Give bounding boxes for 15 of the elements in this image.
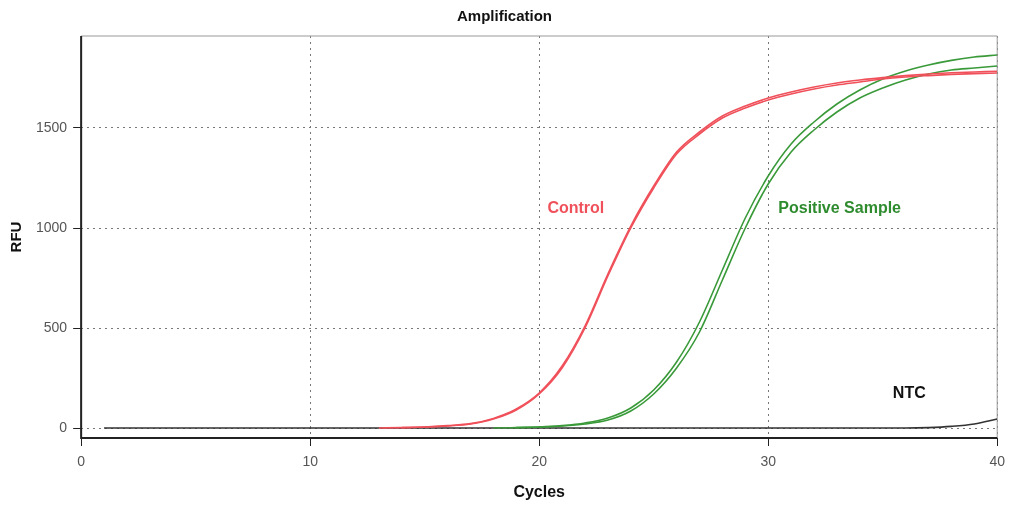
- chart-title: Amplification: [456, 7, 553, 25]
- x-tick-label: 40: [989, 453, 1006, 470]
- annotation: NTC: [892, 384, 927, 402]
- annotation: Positive Sample: [778, 199, 902, 217]
- x-tick-label: 10: [302, 453, 319, 470]
- x-axis-title: Cycles: [513, 482, 566, 500]
- annotation: Control: [547, 199, 605, 217]
- y-tick-label: 0: [59, 418, 68, 435]
- y-axis-title: RFU: [7, 221, 25, 253]
- y-tick-label: 1000: [35, 218, 68, 235]
- y-tick-label: 1500: [35, 118, 68, 135]
- x-tick-label: 0: [77, 453, 86, 470]
- x-tick-label: 30: [760, 453, 777, 470]
- y-tick-label: 500: [43, 318, 68, 335]
- x-tick-label: 20: [531, 453, 548, 470]
